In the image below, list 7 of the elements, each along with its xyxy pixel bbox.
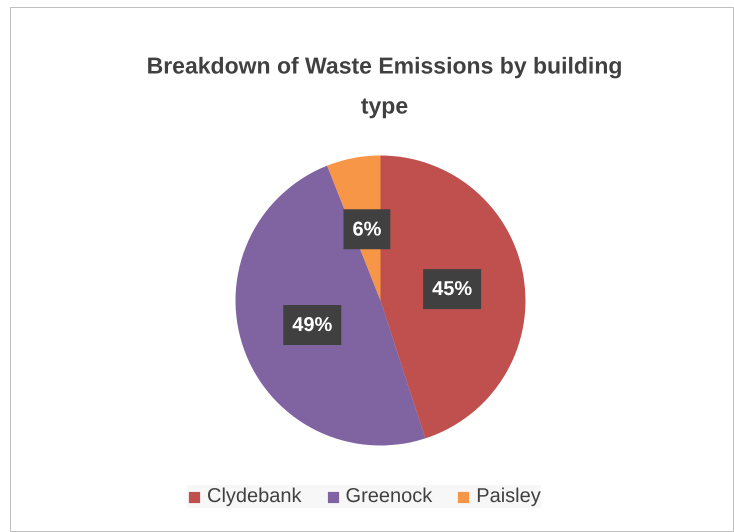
data-label: 45% xyxy=(432,278,472,300)
legend-label: Greenock xyxy=(346,485,432,508)
data-label: 49% xyxy=(292,314,333,336)
chart-title: Breakdown of Waste Emissions by building type xyxy=(146,52,622,118)
legend-label: Paisley xyxy=(476,485,541,508)
legend-label: Clydebank xyxy=(207,485,302,508)
data-label: 6% xyxy=(352,218,382,240)
